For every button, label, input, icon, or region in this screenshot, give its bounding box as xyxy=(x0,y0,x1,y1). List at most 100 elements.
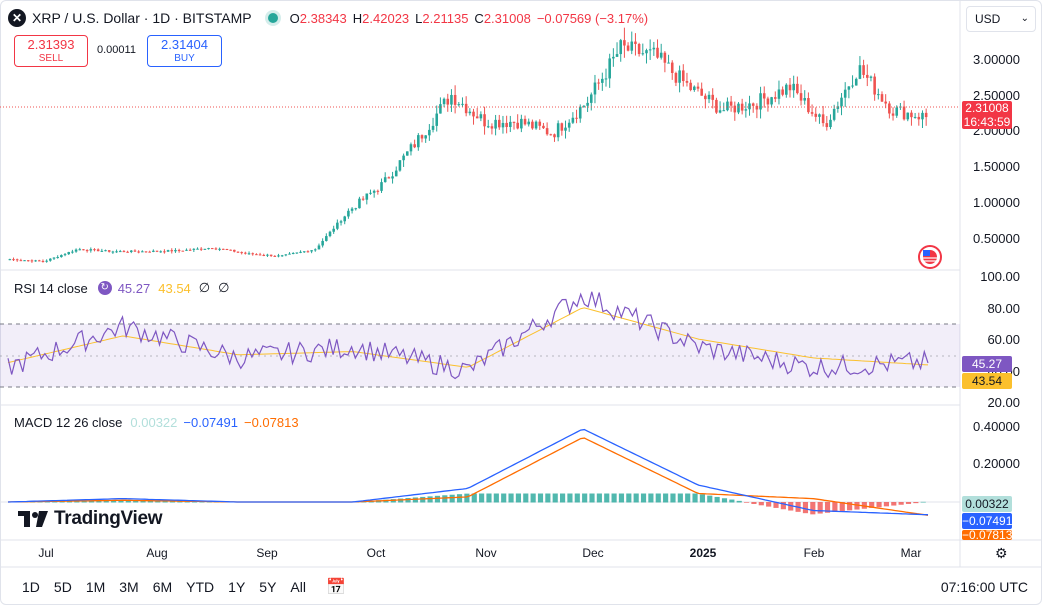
macd-histogram-bar xyxy=(420,496,426,503)
candle-body xyxy=(207,248,210,250)
rsi-ma-line xyxy=(7,307,929,368)
tradingview-logo-icon xyxy=(18,511,48,527)
candle-body xyxy=(814,113,818,117)
macd-histogram-bar xyxy=(714,496,720,503)
candle-body xyxy=(601,78,604,83)
candle-body xyxy=(520,118,523,129)
price-axis-tick: 0.50000 xyxy=(973,230,1020,246)
candle-body xyxy=(233,249,236,252)
timeframe-button[interactable]: 6M xyxy=(152,579,173,595)
macd-histogram-bar xyxy=(677,493,683,503)
rsi-group xyxy=(7,291,929,380)
candle-body xyxy=(564,127,567,131)
candle-body xyxy=(538,121,542,126)
macd-histogram-bar xyxy=(96,500,102,503)
macd-histogram-bar xyxy=(611,493,617,503)
candle-body xyxy=(236,251,240,253)
timeframe-button[interactable]: 5D xyxy=(53,579,72,595)
candle-body xyxy=(534,121,538,129)
macd-histogram-bar xyxy=(766,502,772,507)
rsi-axis-tick: 80.00 xyxy=(987,300,1020,316)
buy-label: BUY xyxy=(174,53,195,64)
buy-button[interactable]: 2.31404 BUY xyxy=(147,35,222,67)
candle-body xyxy=(906,112,910,120)
macd-histogram-bar xyxy=(876,502,882,508)
macd-histogram-bar xyxy=(861,502,867,509)
candle-body xyxy=(325,236,328,241)
candle-body xyxy=(347,210,350,217)
macd-line xyxy=(7,428,929,516)
change-value: −0.07569 (−3.17%) xyxy=(536,10,649,26)
tradingview-logo[interactable]: TradingView xyxy=(18,508,163,530)
macd-histogram-bar xyxy=(854,502,860,510)
candle-body xyxy=(472,111,475,117)
timeframe-button[interactable]: 3M xyxy=(119,579,139,595)
candle-body xyxy=(858,65,862,79)
candle-body xyxy=(560,123,564,131)
macd-label: MACD 12 26 close xyxy=(14,415,123,430)
candle-body xyxy=(214,248,218,250)
candle-body xyxy=(376,190,380,192)
timeframe-button[interactable]: 1D xyxy=(22,579,40,595)
candle-body xyxy=(177,250,181,252)
timeframe-button[interactable]: 1Y xyxy=(228,579,246,595)
settings-icon[interactable]: ⚙ xyxy=(995,545,1008,561)
candle-body xyxy=(258,254,262,256)
candle-body xyxy=(840,97,843,107)
timeframe-button[interactable]: 5Y xyxy=(259,579,277,595)
candle-body xyxy=(424,135,427,139)
timeframe-button[interactable]: YTD xyxy=(186,579,215,595)
macd-histogram-bar xyxy=(589,493,595,503)
candle-body xyxy=(527,121,531,125)
candle-body xyxy=(8,259,12,261)
candle-body xyxy=(387,177,391,179)
currency-select[interactable]: USD ⌄ xyxy=(966,6,1036,32)
timeframe-button[interactable]: All xyxy=(290,579,306,595)
sell-price: 2.31393 xyxy=(27,37,75,52)
sell-label: SELL xyxy=(38,53,64,64)
macd-histogram-bar xyxy=(883,502,889,507)
macd-histogram-bar xyxy=(523,493,529,503)
time-axis-label: Dec xyxy=(582,546,604,560)
macd-histogram-bar xyxy=(913,502,919,504)
sell-button[interactable]: 2.31393 SELL xyxy=(14,35,88,67)
macd-histogram-bar xyxy=(832,502,838,512)
candle-body xyxy=(317,245,321,250)
macd-histogram-bar xyxy=(125,500,131,503)
macd-legend[interactable]: MACD 12 26 close 0.00322 −0.07491 −0.078… xyxy=(14,415,299,430)
candle-body xyxy=(141,251,144,253)
candle-body xyxy=(821,114,825,124)
close-value: 2.31008 xyxy=(483,10,531,26)
macd-histogram-bar xyxy=(618,493,625,503)
macd-histogram-bar xyxy=(434,495,441,503)
high-label: H xyxy=(352,10,363,26)
candle-body xyxy=(321,240,324,246)
candle-body xyxy=(339,221,343,223)
candle-body xyxy=(612,56,615,59)
rsi-legend[interactable]: RSI 14 close ↻ 45.27 43.54 ∅ ∅ xyxy=(14,280,229,296)
candle-body xyxy=(383,177,387,183)
macd-histogram-bar xyxy=(574,493,580,503)
us-flag-icon xyxy=(918,245,942,269)
time-axis-label: Sep xyxy=(256,546,278,560)
candle-body xyxy=(391,176,394,179)
rsi-line xyxy=(7,291,929,380)
macd-histogram-bar xyxy=(545,493,551,503)
candle-body xyxy=(118,251,122,253)
symbol-title[interactable]: XRP / U.S. Dollar · 1D · BITSTAMP xyxy=(32,10,252,26)
candle-body xyxy=(869,76,873,78)
candle-body xyxy=(442,98,446,105)
candle-body xyxy=(225,248,229,250)
candle-body xyxy=(575,117,578,119)
candle-body xyxy=(891,113,895,116)
candle-body xyxy=(722,110,726,112)
timeframe-button[interactable]: 1M xyxy=(85,579,106,595)
date-range-icon[interactable]: 📅 xyxy=(325,579,346,596)
candle-body xyxy=(192,248,196,250)
open-value: 2.38343 xyxy=(299,10,347,26)
candle-body xyxy=(924,112,928,118)
clock[interactable]: 07:16:00 UTC xyxy=(940,579,1028,595)
refresh-icon[interactable]: ↻ xyxy=(97,281,112,295)
candle-body xyxy=(483,114,486,127)
